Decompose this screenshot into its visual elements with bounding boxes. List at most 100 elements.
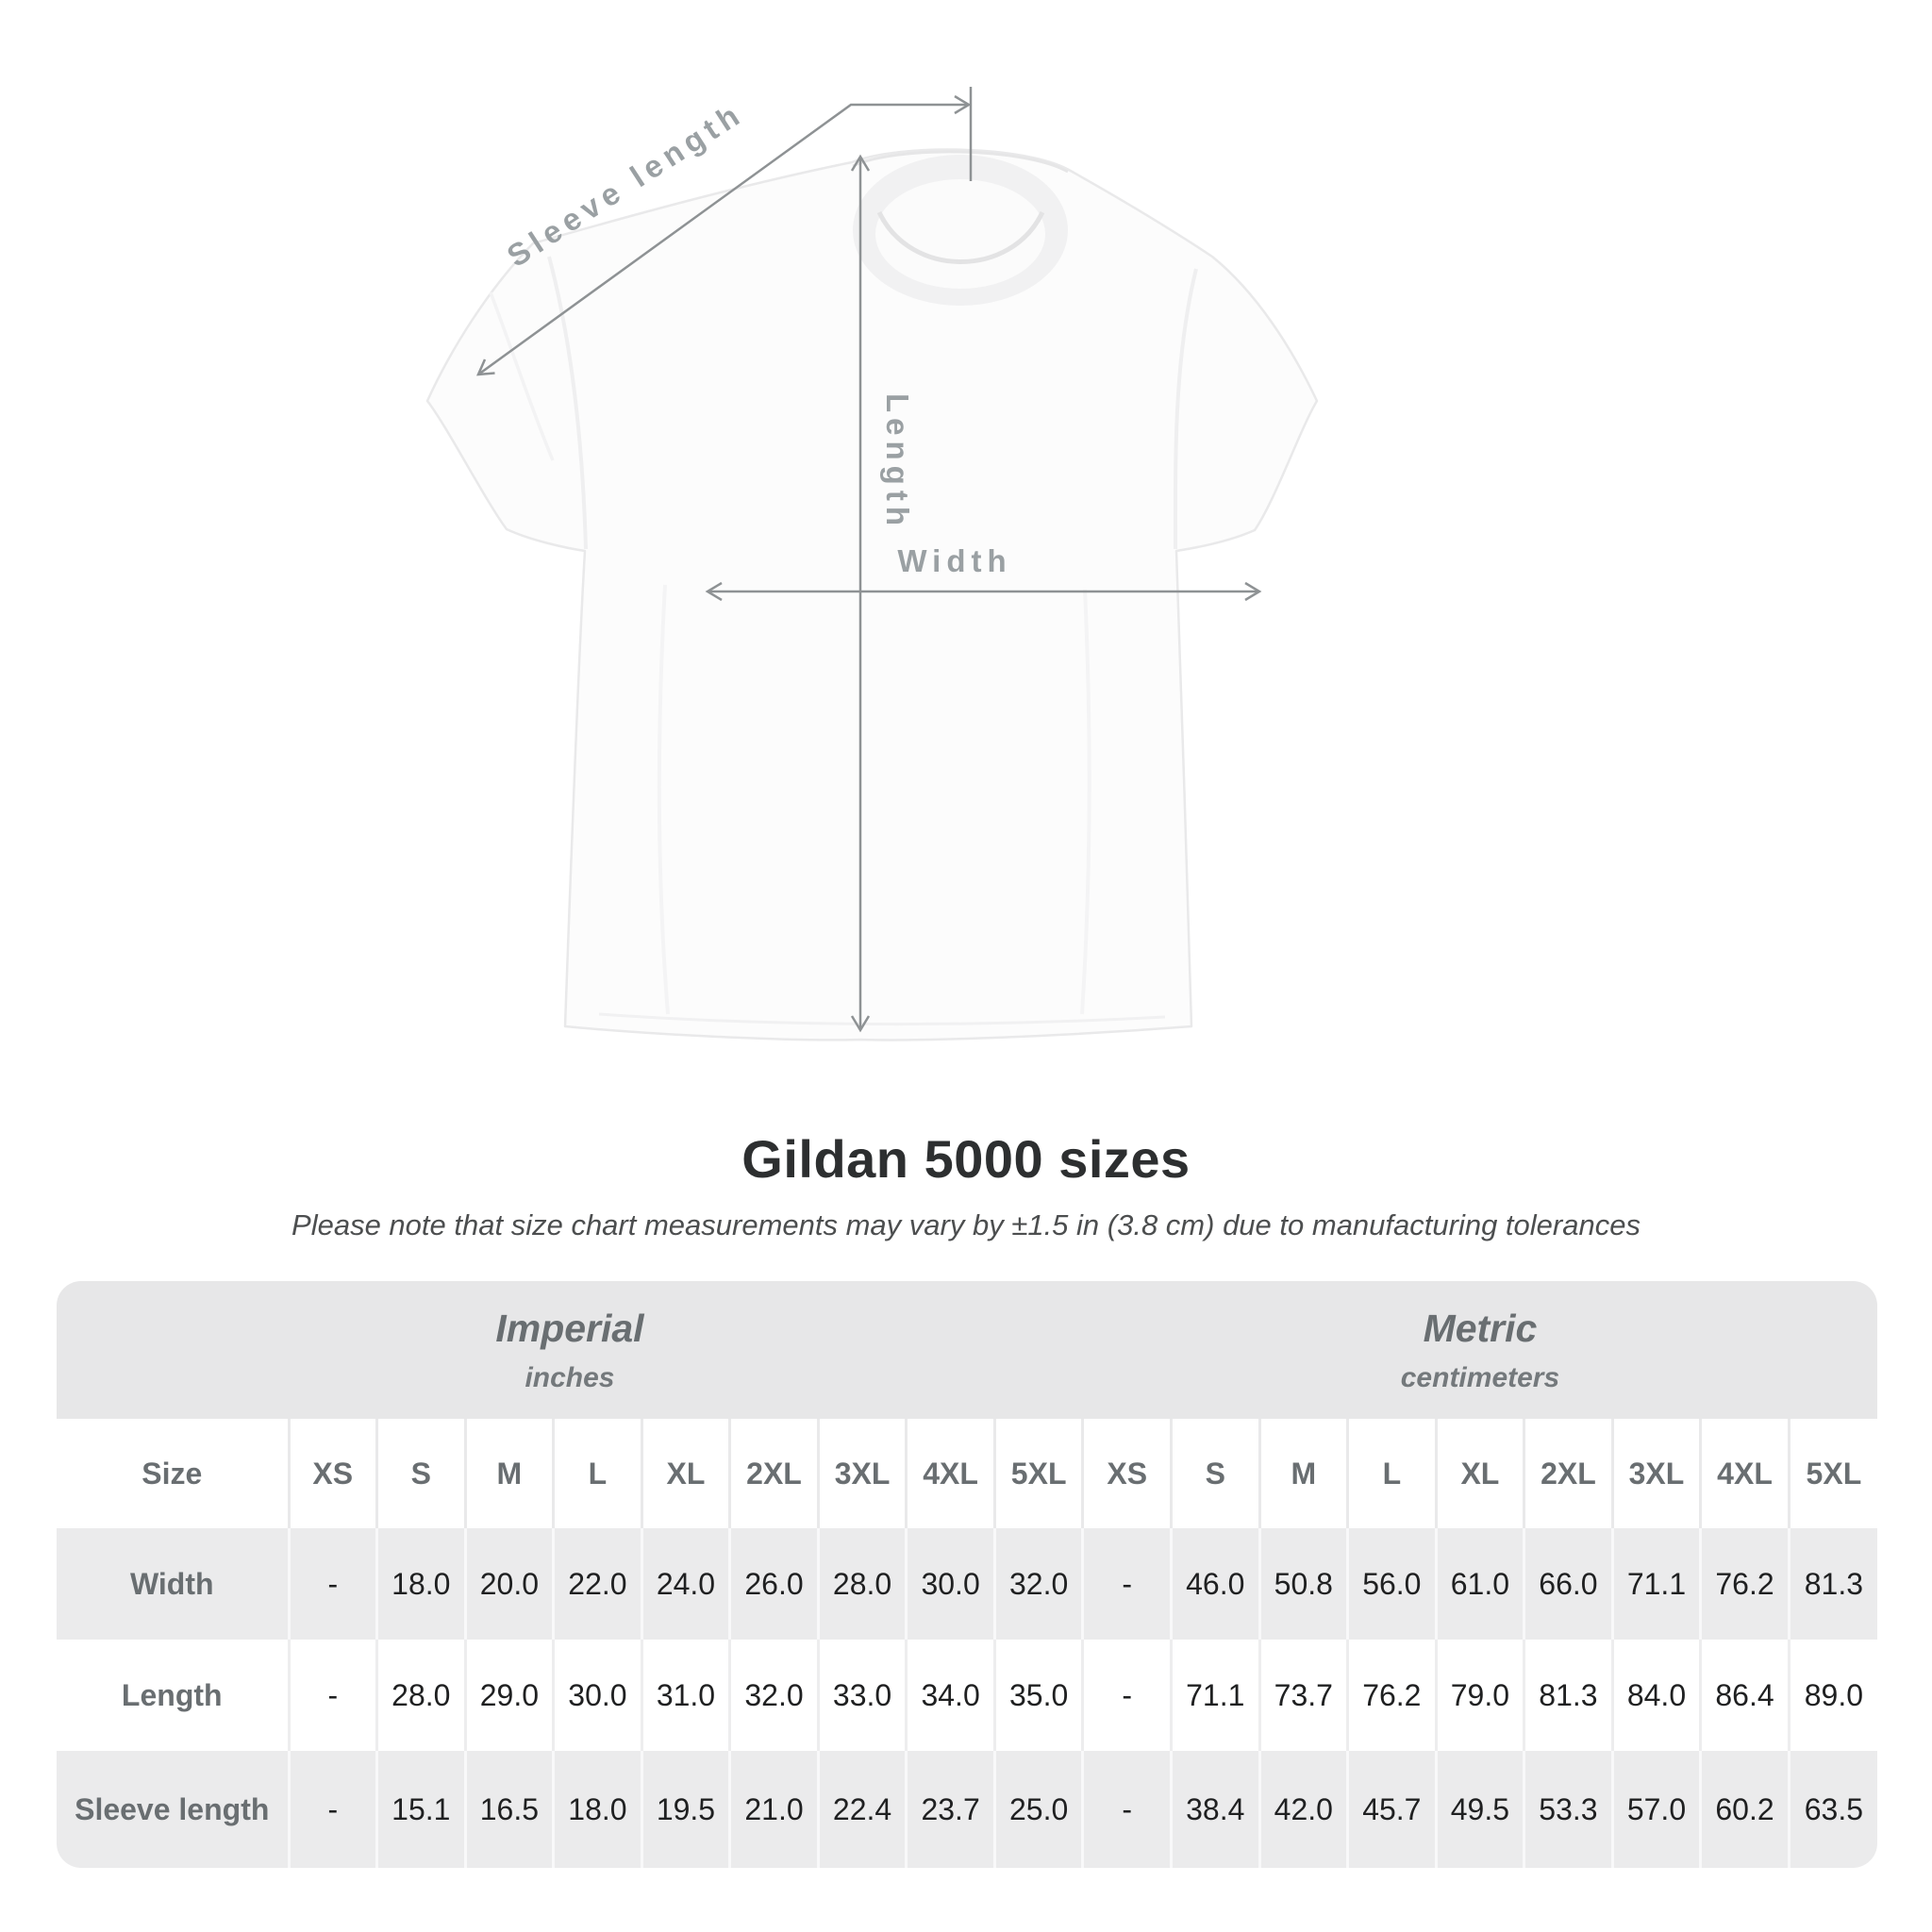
value-cell: 31.0 [640,1640,730,1751]
size-chart-table: Imperial inches Metric centimeters Size … [57,1281,1877,1868]
value-cell: 79.0 [1434,1640,1524,1751]
arrow-right-icon [1244,581,1262,602]
value-cell: 50.8 [1257,1528,1348,1640]
size-header-cell: 2XL [1523,1419,1613,1528]
unit-header-row: Imperial inches Metric centimeters [57,1281,1877,1419]
tshirt-measurement-diagram: Sleeve length Length Width [425,87,1319,1041]
arrow-left-icon [705,581,723,602]
arrow-up-icon [850,154,871,172]
value-cell: 20.0 [463,1528,554,1640]
value-cell: - [287,1528,377,1640]
size-header-cell: XS [1081,1419,1172,1528]
value-cell: 33.0 [816,1640,907,1751]
size-header-cell: L [1346,1419,1437,1528]
size-header-cell: XL [1434,1419,1524,1528]
value-cell: 42.0 [1257,1751,1348,1868]
table-row-width: Width - 18.0 20.0 22.0 24.0 26.0 28.0 30… [57,1528,1877,1640]
value-cell: 45.7 [1346,1751,1437,1868]
value-cell: - [287,1751,377,1868]
size-header-cell: L [552,1419,642,1528]
value-cell: 56.0 [1346,1528,1437,1640]
value-cell: 18.0 [552,1751,642,1868]
value-cell: 81.3 [1787,1528,1877,1640]
tolerance-note: Please note that size chart measurements… [291,1208,1641,1241]
dimension-lines [476,87,1262,1033]
size-header-cell: S [375,1419,466,1528]
row-label: Length [57,1640,289,1751]
size-header-row: Size XS S M L XL 2XL 3XL 4XL 5XL XS S M … [57,1419,1877,1528]
metric-header: Metric centimeters [1082,1281,1877,1419]
row-label: Width [57,1528,289,1640]
value-cell: 25.0 [992,1751,1083,1868]
size-header-cell: 4XL [905,1419,995,1528]
arrow-down-icon [850,1015,871,1033]
value-cell: 26.0 [728,1528,819,1640]
metric-header-unit: centimeters [1400,1361,1560,1393]
imperial-header: Imperial inches [57,1281,1083,1419]
arrow-right-icon [954,94,972,115]
value-cell: 29.0 [463,1640,554,1751]
table-row-length: Length - 28.0 29.0 30.0 31.0 32.0 33.0 3… [57,1640,1877,1751]
size-header-cell: XL [640,1419,730,1528]
table-row-sleeve-length: Sleeve length - 15.1 16.5 18.0 19.5 21.0… [57,1751,1877,1868]
value-cell: 46.0 [1169,1528,1260,1640]
value-cell: 15.1 [375,1751,466,1868]
value-cell: 71.1 [1610,1528,1701,1640]
value-cell: 84.0 [1610,1640,1701,1751]
value-cell: 34.0 [905,1640,995,1751]
size-chart-table-container: Imperial inches Metric centimeters Size … [57,1281,1877,1868]
value-cell: 35.0 [992,1640,1083,1751]
page-title: Gildan 5000 sizes [741,1129,1191,1189]
size-header-cell: 3XL [816,1419,907,1528]
value-cell: 21.0 [728,1751,819,1868]
value-cell: - [1081,1640,1172,1751]
title-block: Gildan 5000 sizes Please note that size … [0,1128,1932,1242]
value-cell: 28.0 [816,1528,907,1640]
arrow-down-left-icon [476,358,495,376]
size-header-cell: XS [287,1419,377,1528]
value-cell: 32.0 [992,1528,1083,1640]
value-cell: 71.1 [1169,1640,1260,1751]
value-cell: - [1081,1528,1172,1640]
imperial-header-unit: inches [525,1361,615,1393]
size-header-cell: 4XL [1699,1419,1790,1528]
value-cell: 57.0 [1610,1751,1701,1868]
value-cell: 86.4 [1699,1640,1790,1751]
value-cell: 66.0 [1523,1528,1613,1640]
size-header-cell: 5XL [1787,1419,1877,1528]
value-cell: 60.2 [1699,1751,1790,1868]
value-cell: 76.2 [1699,1528,1790,1640]
sleeve-length-dimension-arrow [476,87,973,376]
size-header-cell: 3XL [1610,1419,1701,1528]
value-cell: 28.0 [375,1640,466,1751]
value-cell: 63.5 [1787,1751,1877,1868]
value-cell: 18.0 [375,1528,466,1640]
row-label: Sleeve length [57,1751,289,1868]
imperial-header-label: Imperial [495,1306,644,1350]
value-cell: 22.4 [816,1751,907,1868]
value-cell: 61.0 [1434,1528,1524,1640]
value-cell: - [1081,1751,1172,1868]
value-cell: 24.0 [640,1528,730,1640]
width-dimension-arrow [705,581,1262,602]
value-cell: 89.0 [1787,1640,1877,1751]
size-column-header: Size [57,1419,289,1528]
size-header-cell: M [1257,1419,1348,1528]
size-header-cell: 2XL [728,1419,819,1528]
value-cell: 73.7 [1257,1640,1348,1751]
value-cell: 81.3 [1523,1640,1613,1751]
value-cell: 53.3 [1523,1751,1613,1868]
t-shirt-image [425,148,1319,1041]
value-cell: 38.4 [1169,1751,1260,1868]
value-cell: 16.5 [463,1751,554,1868]
width-label: Width [897,543,1011,578]
value-cell: - [287,1640,377,1751]
size-header-cell: 5XL [992,1419,1083,1528]
length-dimension-arrow [850,154,871,1033]
value-cell: 76.2 [1346,1640,1437,1751]
value-cell: 49.5 [1434,1751,1524,1868]
value-cell: 30.0 [905,1528,995,1640]
value-cell: 19.5 [640,1751,730,1868]
length-label: Length [880,393,915,531]
